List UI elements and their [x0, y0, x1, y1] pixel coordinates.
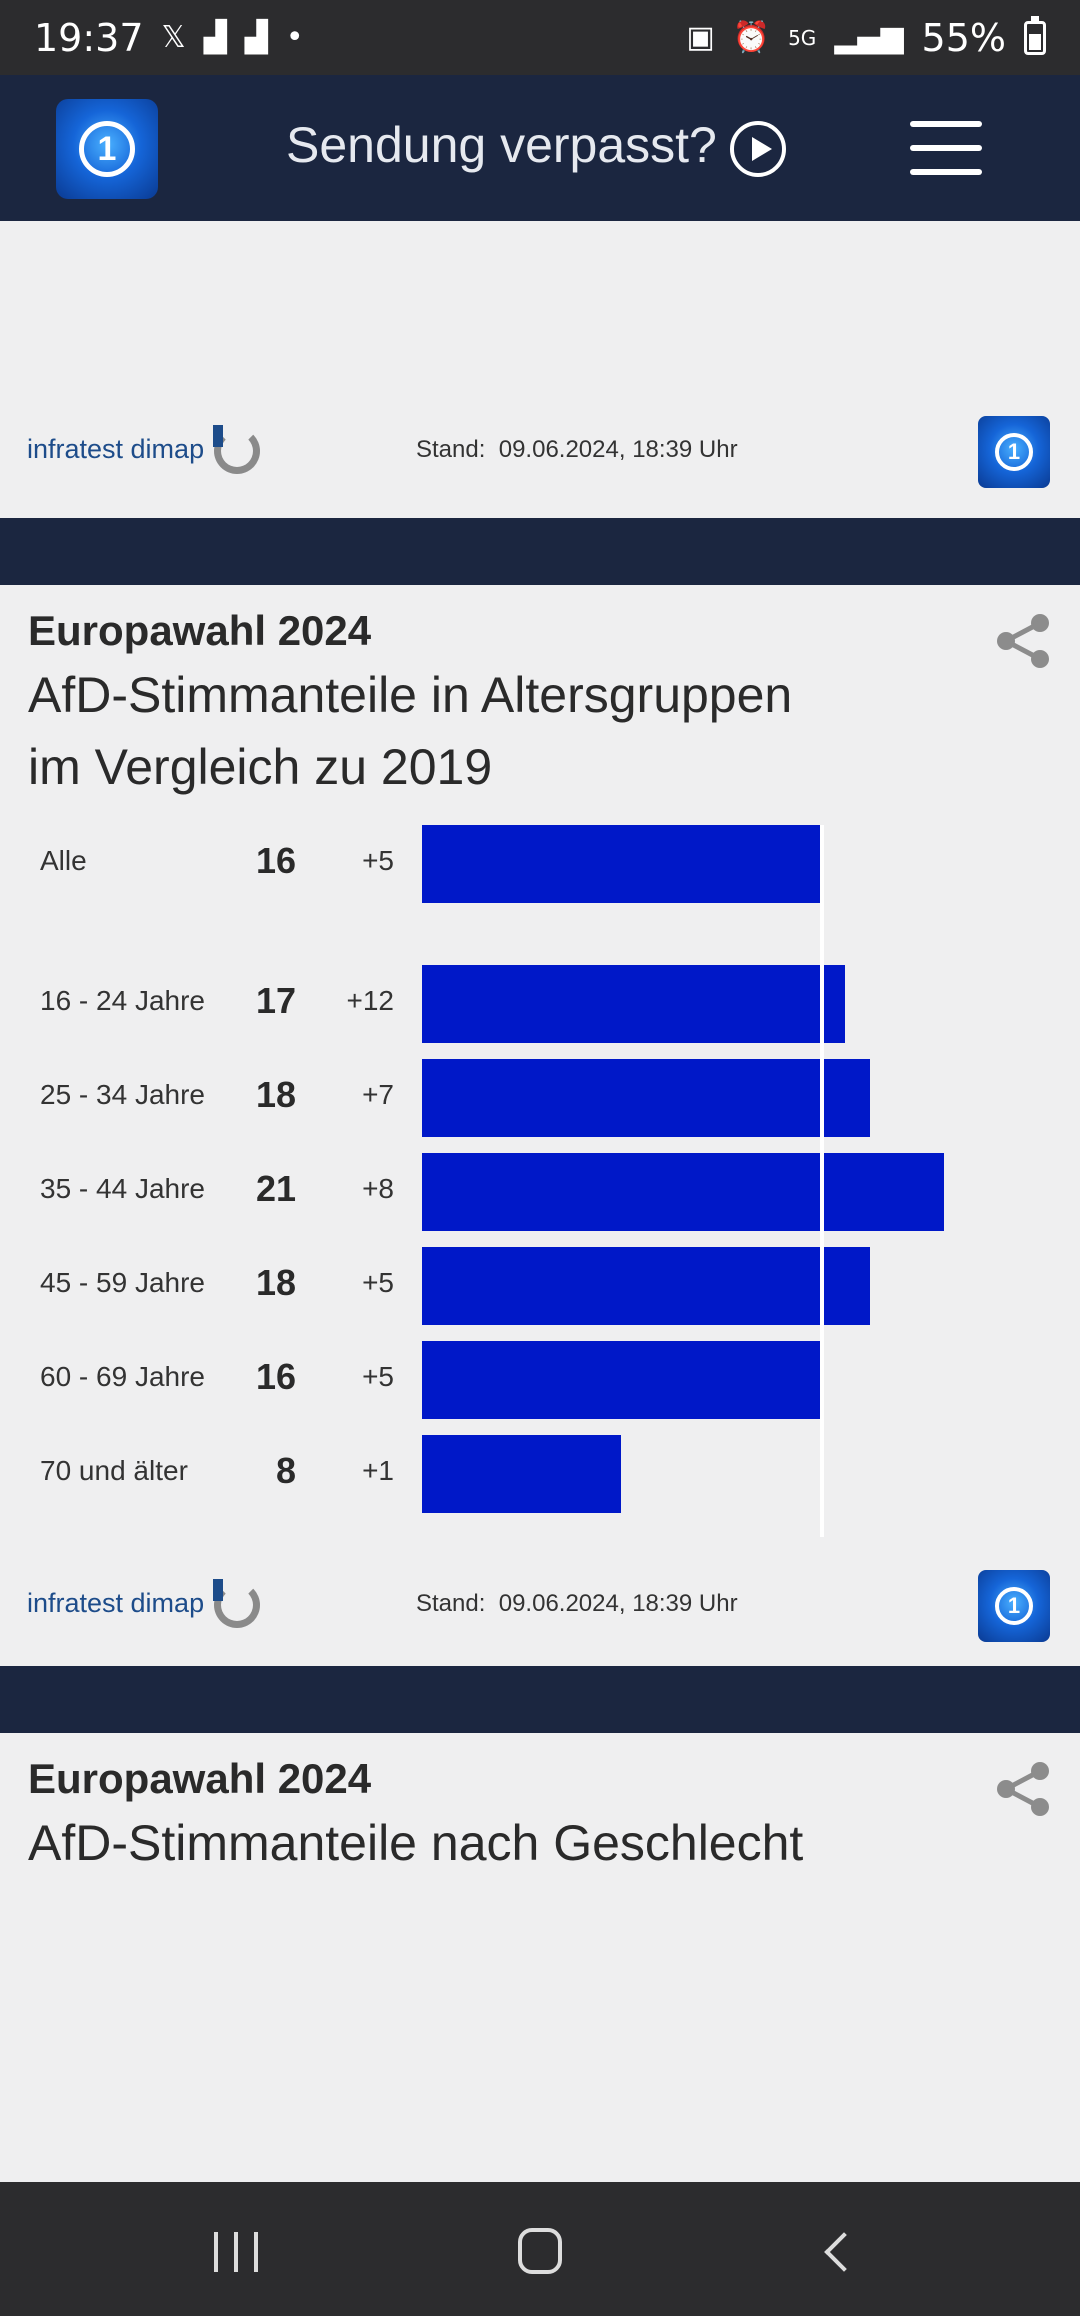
bar — [422, 1247, 870, 1325]
section-divider — [0, 1666, 1080, 1733]
category-label: 16 - 24 Jahre — [40, 985, 205, 1016]
change-label: +12 — [346, 985, 395, 1016]
section-divider — [0, 518, 1080, 585]
bar — [422, 1153, 945, 1231]
card-title: AfD-Stimmanteile in Altersgruppen im Ver… — [28, 667, 793, 795]
infratest-logo-icon — [213, 1579, 260, 1628]
play-icon[interactable] — [730, 121, 786, 177]
recent-apps-icon[interactable] — [214, 2232, 260, 2272]
timestamp: Stand: 09.06.2024, 18:39 Uhr — [416, 1590, 738, 1617]
change-label: +8 — [362, 1173, 394, 1204]
tagesschau-logo[interactable]: 1 — [56, 99, 158, 199]
5g-icon: 5G — [788, 25, 817, 50]
bar — [422, 965, 845, 1043]
value-label: 16 — [255, 840, 296, 881]
tagesschau-small-logo: 1 — [978, 1570, 1050, 1642]
source-footer: infratest dimap Stand: 09.06.2024, 18:39… — [0, 414, 1080, 494]
change-label: +7 — [362, 1079, 394, 1110]
card-kicker: Europawahl 2024 — [28, 1755, 372, 1802]
dot-icon: • — [285, 20, 304, 55]
value-label: 16 — [255, 1356, 296, 1397]
battery-icon — [1024, 15, 1046, 55]
reference-line — [820, 825, 824, 1537]
bar — [422, 825, 820, 903]
change-label: +5 — [362, 1361, 394, 1392]
value-label: 18 — [255, 1074, 296, 1115]
age-group-bar-chart: Alle 16 +5 16 - 24 Jahre 17 +12 25 - 34 Jahre 1… — [0, 585, 1080, 1666]
missed-show-link[interactable]: Sendung verpasst? — [286, 117, 717, 173]
bar — [422, 1059, 870, 1137]
value-label: 17 — [255, 980, 296, 1021]
bar — [422, 1435, 621, 1513]
category-label: 25 - 34 Jahre — [40, 1079, 205, 1110]
category-label: 60 - 69 Jahre — [40, 1361, 205, 1392]
battery-percent: 55% — [921, 15, 1006, 60]
change-label: +5 — [362, 1267, 394, 1298]
category-label: 70 und älter — [40, 1455, 188, 1486]
chart-card-previous: infratest dimap Stand: 09.06.2024, 18:39… — [0, 221, 1080, 518]
share-icon[interactable] — [994, 611, 1054, 671]
change-label: +5 — [362, 845, 394, 876]
category-label: 45 - 59 Jahre — [40, 1267, 205, 1298]
back-icon[interactable] — [824, 2232, 864, 2272]
system-nav-bar — [0, 2182, 1080, 2316]
logo-glyph: 1 — [79, 121, 135, 177]
infratest-logo-icon — [213, 425, 260, 474]
value-label: 18 — [255, 1262, 296, 1303]
source-name: infratest dimap — [27, 434, 205, 464]
value-label: 21 — [255, 1168, 296, 1209]
signal-strength-icon: ▂▄▆ — [834, 20, 904, 55]
app-header: 1 Sendung verpasst? — [0, 75, 1080, 221]
change-label: +1 — [362, 1455, 394, 1486]
card-title: AfD-Stimmanteile nach Geschlecht — [28, 1815, 804, 1871]
share-icon[interactable] — [994, 1759, 1054, 1819]
status-bar: 19:37 𝕏 ▟ ▟ • ▣ ⏰ 5G ▂▄▆ 55% — [0, 0, 1080, 75]
signal-bars-icon: ▟ — [244, 20, 268, 55]
alarm-icon: ⏰ — [732, 20, 771, 55]
source-footer: infratest dimap Stand: 09.06.2024, 18:39… — [0, 1568, 1080, 1648]
value-label: 8 — [275, 1450, 296, 1491]
clock: 19:37 — [34, 15, 144, 60]
source-name: infratest dimap — [27, 1588, 205, 1618]
battery-saver-icon: ▣ — [686, 20, 715, 55]
hamburger-menu-icon[interactable] — [910, 121, 982, 175]
timestamp: Stand: 09.06.2024, 18:39 Uhr — [416, 436, 738, 463]
category-label: 35 - 44 Jahre — [40, 1173, 205, 1204]
tagesschau-small-logo: 1 — [978, 416, 1050, 488]
x-icon: 𝕏 — [161, 20, 186, 55]
card-kicker: Europawahl 2024 — [28, 607, 372, 654]
home-icon[interactable] — [518, 2228, 562, 2274]
chart-card-age-groups: Europawahl 2024 AfD-Stimmanteile in Alte… — [0, 585, 1080, 1666]
chart-card-gender: Europawahl 2024 AfD-Stimmanteile nach Ge… — [0, 1733, 1080, 2182]
category-label: Alle — [40, 845, 87, 876]
bar — [422, 1341, 820, 1419]
signal-bars-icon: ▟ — [203, 20, 227, 55]
